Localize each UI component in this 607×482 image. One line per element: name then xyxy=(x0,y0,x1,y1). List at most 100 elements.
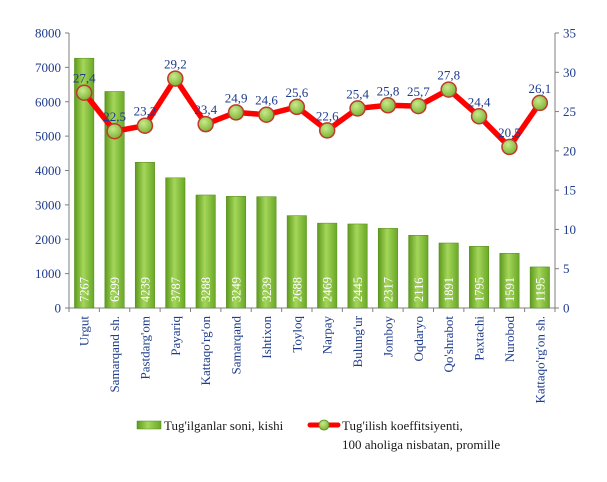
line-data-label: 27,4 xyxy=(73,71,96,86)
line-data-label: 25,6 xyxy=(285,85,308,100)
bar xyxy=(74,57,95,309)
line-marker xyxy=(136,117,154,134)
line-marker xyxy=(75,84,93,101)
x-category-label: Urgut xyxy=(77,316,92,346)
line-marker xyxy=(318,122,336,139)
line-marker xyxy=(531,94,549,112)
bar-data-label: 3787 xyxy=(169,277,183,302)
line-data-label: 23,2 xyxy=(134,104,157,119)
line-marker xyxy=(106,122,123,140)
line-data-label: 20,5 xyxy=(498,125,521,140)
line-data-label: 27,8 xyxy=(437,68,460,83)
bar xyxy=(347,223,368,309)
x-category-label: Ishtixon xyxy=(259,316,274,359)
y-left-tick-label: 7000 xyxy=(35,60,61,75)
legend-swatch-marker xyxy=(318,419,330,431)
line-data-label: 24,6 xyxy=(255,93,278,108)
bar-data-label: 2445 xyxy=(351,277,365,302)
line-marker xyxy=(197,115,214,133)
line-data-label: 22,5 xyxy=(103,109,126,124)
legend-label-bars: Tug'ilganlar soni, kishi xyxy=(164,418,284,433)
bar xyxy=(469,246,490,309)
bar xyxy=(256,196,277,309)
bar-data-label: 1195 xyxy=(533,277,547,302)
bar xyxy=(286,215,307,309)
line-marker xyxy=(167,70,184,87)
bar xyxy=(377,228,398,309)
line-marker xyxy=(288,98,306,116)
y-left-tick-label: 8000 xyxy=(35,26,61,41)
bar-data-label: 3288 xyxy=(199,277,213,302)
bar xyxy=(529,266,550,309)
line-data-label: 25,4 xyxy=(346,86,369,101)
line-data-label: 24,9 xyxy=(225,90,248,105)
y-right-tick-label: 20 xyxy=(563,143,576,158)
x-category-label: Paxtachi xyxy=(472,316,487,361)
x-category-label: Kattaqo'rg'on sh. xyxy=(532,316,547,404)
line-data-label: 24,4 xyxy=(468,94,491,109)
x-category-label: Nurobod xyxy=(502,316,517,363)
legend: Tug'ilganlar soni, kishi Tug'ilish koeff… xyxy=(136,418,500,452)
line-data-label: 22,6 xyxy=(316,108,339,123)
x-category-label: Bulung'ur xyxy=(350,315,365,367)
bar xyxy=(134,162,155,309)
bar xyxy=(195,194,216,309)
line-data-label: 25,8 xyxy=(377,83,400,98)
x-category-label: Pastdarg'om xyxy=(137,316,152,380)
line-marker xyxy=(349,100,366,117)
y-right-tick-label: 5 xyxy=(563,261,570,276)
bar-data-label: 2469 xyxy=(321,277,335,302)
bar xyxy=(317,222,338,309)
line-series xyxy=(81,75,543,150)
line-data-label: 25,7 xyxy=(407,84,430,99)
bar-data-label: 2317 xyxy=(381,277,395,302)
bar xyxy=(499,253,520,309)
line-data-label: 26,1 xyxy=(528,81,551,96)
y-right-tick-label: 30 xyxy=(563,65,576,80)
bar xyxy=(226,196,247,309)
bar-data-label: 7267 xyxy=(78,277,92,302)
x-category-label: Jomboy xyxy=(380,316,395,358)
line-marker xyxy=(410,97,427,115)
legend-swatch-bars xyxy=(136,420,162,430)
line-marker xyxy=(258,106,275,123)
bar xyxy=(104,91,125,309)
bar xyxy=(165,177,186,309)
bar-data-label: 3249 xyxy=(230,277,244,302)
line-data-label: 29,2 xyxy=(164,57,187,72)
x-category-label: Narpay xyxy=(320,316,335,355)
bar xyxy=(438,242,459,309)
plot-area: 0 1000 2000 3000 4000 5000 6000 7000 8000 0 5 10 15 2… xyxy=(35,26,576,404)
bar xyxy=(408,235,429,309)
bar-data-label: 3239 xyxy=(260,277,274,302)
y-right-tick-label: 10 xyxy=(563,222,576,237)
x-category-label: Samarqand sh. xyxy=(107,316,122,393)
x-category-label: Samarqand xyxy=(229,316,244,375)
bar-data-label: 6299 xyxy=(108,277,122,302)
y-right-tick-label: 15 xyxy=(563,183,576,198)
x-category-label: Payariq xyxy=(168,316,183,356)
y-right-tick-label: 25 xyxy=(563,104,576,119)
x-category-label: Kattaqo'rg'on xyxy=(198,316,213,386)
bar-data-label: 1795 xyxy=(473,277,487,302)
x-category-label: Oqdaryo xyxy=(411,316,426,362)
y-left-tick-label: 5000 xyxy=(35,129,61,144)
bar-data-label: 2116 xyxy=(412,277,426,302)
bar-data-label: 1591 xyxy=(503,277,517,302)
legend-label-line: Tug'ilish koeffitsiyenti, xyxy=(342,418,463,433)
bar-data-label: 4239 xyxy=(138,277,152,302)
line-marker xyxy=(227,104,245,121)
bar-data-label: 1891 xyxy=(442,277,456,302)
line-marker xyxy=(440,81,457,98)
y-left-tick-label: 0 xyxy=(55,301,62,316)
x-category-label: Toyloq xyxy=(289,316,304,353)
y-left-tick-label: 1000 xyxy=(35,266,61,281)
bar-data-label: 2688 xyxy=(290,277,304,302)
y-left-tick-label: 4000 xyxy=(35,163,61,178)
line-data-label: 23,4 xyxy=(194,102,217,117)
y-left-tick-label: 3000 xyxy=(35,197,61,212)
line-marker xyxy=(470,108,488,125)
line-marker xyxy=(379,97,397,114)
y-left-tick-label: 6000 xyxy=(35,94,61,109)
